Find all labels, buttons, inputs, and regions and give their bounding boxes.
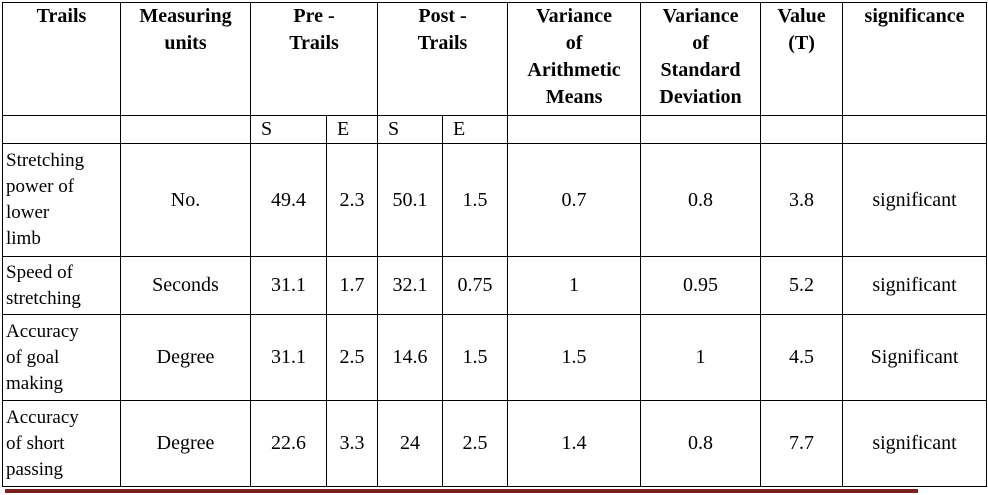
data-cell: Significant: [842, 314, 988, 401]
data-cell: significant: [842, 400, 988, 487]
data-row: Accuracy of goal making Degree 31.1 2.5 14.6…: [2, 314, 988, 401]
empty-cell: [2, 115, 121, 144]
data-row: Speed of stretching Seconds 31.1 1.7 32.1 0.7…: [2, 256, 988, 315]
data-cell: 49.4: [250, 143, 327, 257]
empty-cell: [507, 115, 642, 144]
results-table: Trails Measuring units Pre - Trails Post - …: [2, 2, 988, 487]
data-row: Accuracy of short passing Degree 22.6 3.3 24…: [2, 400, 988, 487]
data-cell: 3.3: [325, 400, 379, 487]
header-cell: significance: [842, 2, 988, 116]
header-row: Trails Measuring units Pre - Trails Post - …: [2, 2, 988, 116]
row-label: Accuracy of short passing: [2, 400, 121, 487]
data-cell: 2.3: [325, 143, 379, 257]
data-cell: 0.95: [640, 256, 762, 315]
header-cell: Variance of Standard Deviation: [640, 2, 762, 116]
data-cell: 0.8: [640, 400, 762, 487]
data-cell: 31.1: [250, 314, 327, 401]
header-cell: Pre - Trails: [249, 2, 379, 116]
data-cell: 50.1: [377, 143, 444, 257]
data-cell: 1: [507, 256, 642, 315]
data-cell: 1: [640, 314, 762, 401]
data-cell: Seconds: [120, 256, 251, 315]
data-row: Stretching power of lower limb No. 49.4 2.3…: [2, 143, 988, 257]
header-cell: Value (T): [760, 2, 844, 116]
data-cell: 2.5: [442, 400, 509, 487]
data-cell: 1.5: [442, 314, 509, 401]
table-body: Trails Measuring units Pre - Trails Post - …: [2, 2, 988, 487]
empty-cell: [120, 115, 251, 144]
data-cell: 22.6: [250, 400, 327, 487]
header-cell: Variance of Arithmetic Means: [507, 2, 642, 116]
empty-cell: [760, 115, 844, 144]
row-label: Stretching power of lower limb: [2, 143, 121, 257]
data-cell: No.: [120, 143, 251, 257]
data-cell: 7.7: [760, 400, 844, 487]
data-cell: 32.1: [377, 256, 444, 315]
data-cell: 3.8: [760, 143, 844, 257]
data-cell: Degree: [120, 314, 251, 401]
data-cell: 5.2: [760, 256, 844, 315]
data-cell: 1.5: [507, 314, 642, 401]
subheader-cell: E: [325, 115, 379, 144]
empty-cell: [842, 115, 988, 144]
data-cell: Degree: [120, 400, 251, 487]
data-cell: 24: [377, 400, 444, 487]
subheader-cell: S: [250, 115, 327, 144]
data-cell: 14.6: [377, 314, 444, 401]
footer-rule: [5, 489, 918, 493]
empty-cell: [640, 115, 762, 144]
data-cell: 31.1: [250, 256, 327, 315]
header-cell: Post - Trails: [377, 2, 509, 116]
data-cell: 0.8: [640, 143, 762, 257]
data-cell: 1.4: [507, 400, 642, 487]
data-cell: 2.5: [325, 314, 379, 401]
data-cell: significant: [842, 143, 988, 257]
data-cell: 0.7: [507, 143, 642, 257]
data-cell: significant: [842, 256, 988, 315]
subheader-cell: E: [442, 115, 509, 144]
data-cell: 1.7: [325, 256, 379, 315]
data-cell: 4.5: [760, 314, 844, 401]
subheader-cell: S: [377, 115, 444, 144]
header-cell: Trails: [2, 2, 121, 116]
row-label: Speed of stretching: [2, 256, 121, 315]
data-cell: 1.5: [442, 143, 509, 257]
data-cell: 0.75: [442, 256, 509, 315]
row-label: Accuracy of goal making: [2, 314, 121, 401]
header-cell: Measuring units: [120, 2, 251, 116]
